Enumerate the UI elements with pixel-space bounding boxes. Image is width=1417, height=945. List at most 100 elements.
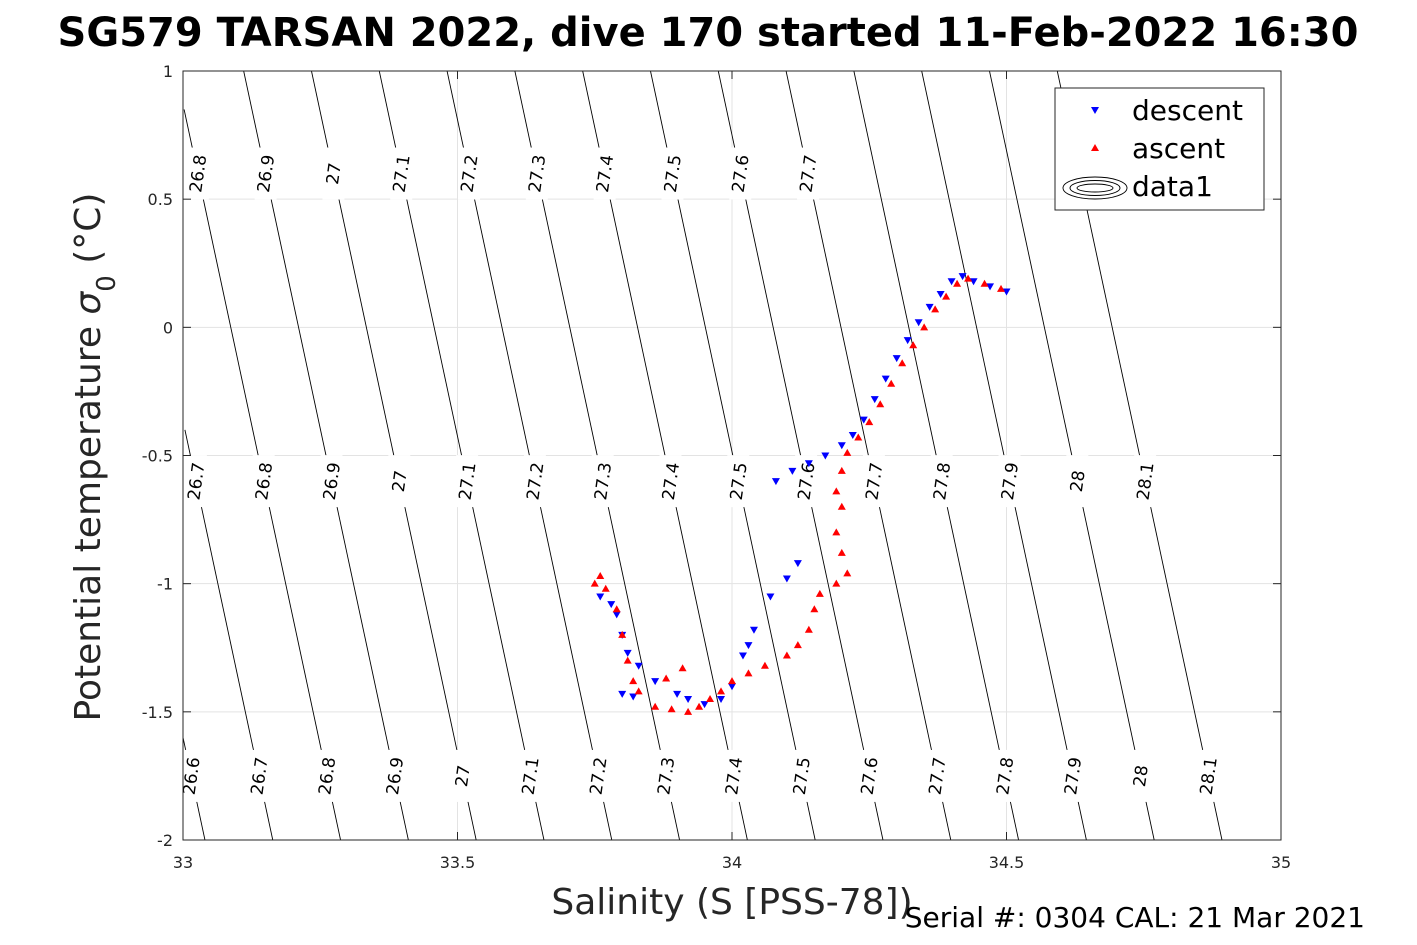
y-tick-label: 0.5 [148, 190, 173, 209]
ascent-point [590, 579, 599, 587]
ascent-point [662, 674, 671, 682]
density-labels: 26.8 26.9 27 27.1 27.2 27.3 27.4 27.5 27.6 27.726… [180, 147, 1222, 802]
axis-ticks: 33 33.5 34 34.5 35 -2 -1.5 -1 -0.5 0 0.5 1 [142, 62, 1291, 872]
descent-point [914, 319, 923, 327]
density-label-bg [727, 455, 750, 508]
descent-point [925, 303, 934, 311]
density-label-bg [1134, 455, 1157, 508]
density-label-bg [388, 455, 411, 508]
y-axis-label-main: Potential temperature [68, 315, 109, 722]
x-tick-label: 35 [1271, 853, 1291, 872]
ascent-point [920, 323, 929, 331]
ascent-point [760, 661, 769, 669]
y-axis-label: Potential temperature σ0 (°C) [68, 193, 122, 722]
density-label-bg [322, 147, 345, 200]
descent-point [717, 696, 726, 704]
density-label-bg [1066, 455, 1089, 508]
density-label-bg [593, 147, 616, 200]
ascent-point [980, 279, 989, 287]
density-label-bg [587, 749, 610, 802]
density-label-bg [998, 455, 1021, 508]
density-label: 27 [389, 469, 412, 493]
density-label-bg [525, 147, 548, 200]
descent-point [629, 693, 638, 701]
y-axis-label-unit: (°C) [68, 193, 109, 276]
x-tick-label: 33 [173, 853, 193, 872]
descent-point [618, 690, 627, 698]
density-label-bg [1197, 749, 1220, 802]
ascent-point [997, 284, 1006, 292]
density-label-bg [722, 749, 745, 802]
descent-point [892, 355, 901, 363]
legend-descent-label: descent [1132, 94, 1243, 127]
ascent-point [815, 589, 824, 597]
density-label-bg [795, 455, 818, 508]
descent-point [738, 652, 747, 660]
descent-point [793, 560, 802, 568]
density-label-bg [383, 749, 406, 802]
descent-point [700, 701, 709, 709]
x-tick-label: 33.5 [440, 853, 476, 872]
y-tick-label: 0 [163, 318, 173, 337]
descent-series [596, 273, 1011, 709]
descent-point [837, 442, 846, 450]
ascent-point [618, 630, 627, 638]
ascent-point [854, 433, 863, 441]
descent-point [612, 611, 621, 619]
legend-contour-icon [1069, 180, 1121, 196]
descent-point [986, 283, 995, 291]
y-tick-label: -0.5 [142, 447, 173, 466]
density-label-bg [254, 147, 277, 200]
ascent-point [865, 418, 874, 426]
y-axis-label-sub: 0 [92, 275, 122, 292]
ascent-point [810, 605, 819, 613]
descent-point [788, 467, 797, 475]
ascent-point [931, 305, 940, 313]
density-label-bg [659, 455, 682, 508]
ascent-series [590, 274, 1006, 715]
y-axis-label-sigma: σ [68, 291, 109, 315]
descent-point [728, 683, 736, 691]
descent-point [947, 278, 956, 286]
density-label-bg [186, 147, 209, 200]
ascent-point [887, 379, 896, 387]
descent-point [596, 593, 605, 601]
legend-contour-icon [1076, 183, 1114, 193]
descent-point [782, 575, 791, 583]
density-label-bg [315, 749, 338, 802]
x-tick-label: 34.5 [989, 853, 1025, 872]
legend-ascent-label: ascent [1132, 132, 1225, 165]
descent-point [821, 452, 830, 460]
ascent-point [942, 292, 951, 300]
descent-point [881, 375, 890, 383]
descent-point [771, 478, 780, 486]
descent-point [848, 431, 857, 439]
density-label-bg [451, 749, 474, 802]
density-label-bg [654, 749, 677, 802]
ascent-point [909, 341, 918, 349]
descent-point [870, 396, 879, 404]
descent-point [859, 416, 868, 424]
ascent-point [837, 548, 846, 556]
y-tick-label: 1 [163, 62, 173, 81]
legend-data1-label: data1 [1132, 170, 1213, 203]
y-tick-label: -1.5 [142, 703, 173, 722]
legend: descent ascent data1 [1054, 87, 1265, 211]
x-axis-label: Salinity (S [PSS-78]) [551, 882, 912, 923]
ascent-point [684, 707, 693, 715]
legend-ascent-icon [1091, 144, 1099, 151]
descent-point [969, 278, 978, 286]
descent-point [684, 696, 693, 704]
ascent-point [832, 579, 841, 587]
density-label-bg [252, 455, 275, 508]
ascent-point [629, 677, 638, 685]
ascent-point [876, 400, 885, 408]
chart-title: SG579 TARSAN 2022, dive 170 started 11-F… [58, 10, 1359, 56]
ascent-point [793, 641, 802, 649]
density-label-bg [180, 749, 203, 802]
ascent-point [612, 605, 621, 613]
descent-point [958, 273, 967, 281]
ascent-point [728, 677, 736, 685]
ascent-point [601, 584, 610, 592]
